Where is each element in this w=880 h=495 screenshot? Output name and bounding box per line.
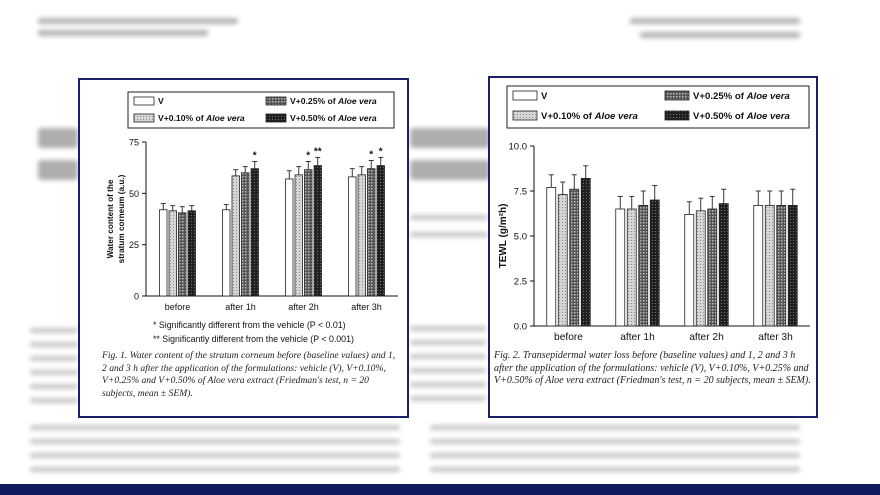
bar (649, 199, 660, 327)
bar (615, 208, 626, 327)
bar (367, 168, 376, 297)
bar (638, 205, 649, 327)
x-tick-label: after 2h (288, 302, 319, 312)
legend-label: V+0.25% of Aloe vera (693, 91, 790, 102)
y-tick-label: 50 (129, 189, 139, 199)
legend-swatch (664, 90, 690, 101)
bar (241, 172, 250, 297)
chart-2-svg: V V+0.10% of Aloe vera V+0.25% of Aloe ver… (498, 85, 810, 343)
significance-mark: * (369, 149, 373, 160)
bar (707, 208, 718, 327)
bar (557, 194, 568, 327)
y-tick-label: 7.5 (514, 187, 527, 198)
legend-label: V+0.25% of Aloe vera (290, 96, 377, 106)
significance-mark: * (379, 146, 383, 157)
y-axis-label: stratum corneum (a.u.) (117, 174, 126, 263)
bottom-bar (0, 484, 880, 495)
bar (776, 205, 787, 327)
bar (178, 212, 187, 297)
legend-swatch (133, 113, 155, 123)
x-tick-label: after 1h (225, 302, 256, 312)
bar (580, 178, 591, 327)
bar (304, 169, 313, 297)
legend-label: V+0.50% of Aloe vera (290, 113, 377, 123)
legend-label: V+0.10% of Aloe vera (541, 111, 638, 122)
legend-label: V+0.10% of Aloe vera (158, 113, 245, 123)
significance-mark: * (253, 151, 257, 162)
y-tick-label: 2.5 (514, 277, 527, 288)
x-tick-label: after 3h (758, 332, 793, 343)
x-tick-label: after 1h (620, 332, 655, 343)
significance-mark: * (306, 151, 310, 162)
bar (168, 210, 177, 297)
y-tick-label: 0 (134, 292, 139, 302)
bar (313, 165, 322, 297)
legend-swatch (512, 90, 538, 101)
bar (222, 209, 231, 297)
bar (684, 213, 695, 327)
bar (187, 210, 196, 297)
legend-swatch (265, 113, 287, 123)
y-tick-label: 0.0 (514, 322, 527, 333)
legend-swatch (512, 110, 538, 121)
bar (569, 188, 580, 327)
legend-swatch (133, 96, 155, 106)
significance-note-2: ** Significantly different from the vehi… (153, 334, 354, 344)
bar (376, 165, 385, 297)
bar (753, 205, 764, 327)
bar (357, 174, 366, 297)
x-tick-label: before (554, 332, 583, 343)
x-tick-label: before (165, 302, 191, 312)
y-tick-label: 25 (129, 240, 139, 250)
legend-label: V (541, 91, 548, 102)
significance-note-1: * Significantly different from the vehic… (153, 320, 346, 330)
bar (764, 205, 775, 327)
figure-2-panel: V V+0.10% of Aloe vera V+0.25% of Aloe ver… (488, 76, 818, 418)
y-tick-label: 75 (129, 138, 139, 148)
y-tick-label: 5.0 (514, 232, 527, 243)
y-axis-label: TEWL (g/m²h) (498, 204, 509, 269)
x-tick-label: after 3h (351, 302, 382, 312)
legend-label: V (158, 96, 164, 106)
legend-swatch (265, 96, 287, 106)
chart-1-svg: V V+0.10% of Aloe vera V+0.25% of Aloe ver… (106, 91, 398, 312)
bar (546, 187, 557, 327)
legend-box (506, 85, 810, 129)
y-axis-label: Water content of the (106, 179, 115, 258)
x-tick-label: after 2h (689, 332, 724, 343)
bar (718, 203, 729, 327)
legend-label: V+0.50% of Aloe vera (693, 111, 790, 122)
bar (285, 178, 294, 297)
figure-2-caption: Fig. 2. Transepidermal water loss before… (494, 350, 811, 386)
legend-box (127, 91, 395, 129)
y-tick-label: 10.0 (509, 142, 528, 153)
legend-swatch (664, 110, 690, 121)
bar (626, 208, 637, 327)
bar (231, 175, 240, 297)
figure-1-caption: Fig. 1. Water content of the stratum cor… (102, 350, 396, 399)
bar (250, 168, 259, 297)
significance-mark: ** (314, 146, 322, 157)
bar (787, 205, 798, 327)
bar (294, 174, 303, 297)
bar (348, 176, 357, 297)
figure-1-panel: V V+0.10% of Aloe vera V+0.25% of Aloe ver… (78, 78, 409, 418)
bar (159, 209, 168, 297)
bar (695, 210, 706, 327)
